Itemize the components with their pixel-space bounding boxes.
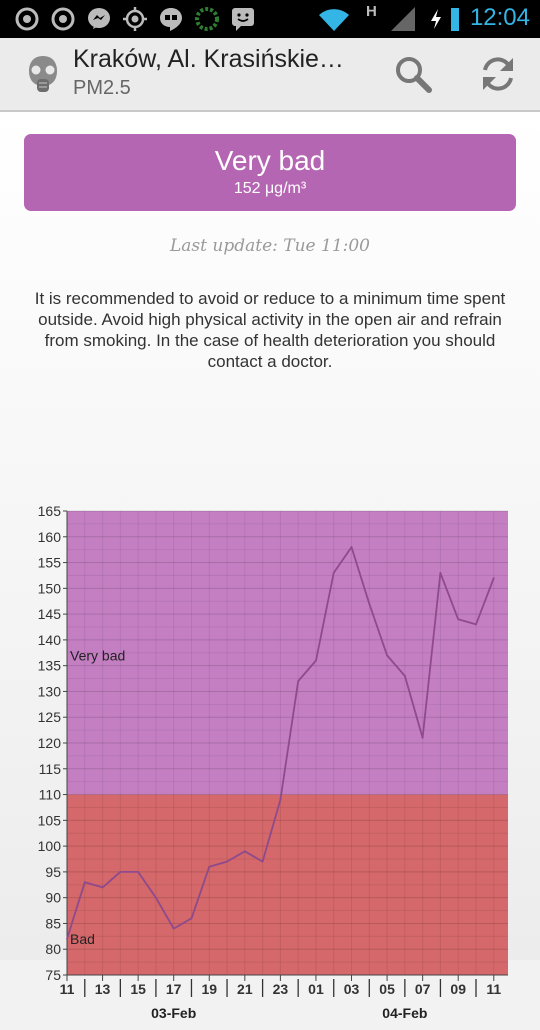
content-area: Very bad 152 μg/m³ Last update: Tue 11:0… <box>0 112 540 1021</box>
data-point <box>66 938 68 940</box>
y-tick-label: 110 <box>39 787 62 803</box>
band-bad <box>67 794 508 975</box>
data-point <box>226 860 228 863</box>
x-tick-label: 21 <box>237 981 253 997</box>
y-tick-label: 120 <box>38 735 62 751</box>
chat-icon <box>232 8 254 31</box>
data-point <box>155 896 157 899</box>
x-tick-label: 15 <box>130 981 146 997</box>
data-point <box>350 546 353 548</box>
y-tick-label: 85 <box>45 915 61 931</box>
data-point <box>439 571 442 574</box>
x-tick-label: 13 <box>95 981 111 997</box>
y-tick-label: 140 <box>38 632 62 648</box>
data-point <box>315 659 317 662</box>
data-point <box>492 577 495 579</box>
x-tick-label: 03 <box>344 981 360 997</box>
data-point <box>475 623 477 626</box>
data-point <box>457 618 460 621</box>
y-tick-label: 100 <box>38 838 62 854</box>
data-point <box>208 865 211 868</box>
x-tick-label: 01 <box>308 981 324 997</box>
x-tick-label: 05 <box>379 981 395 997</box>
location-title[interactable]: Kraków, Al. Krasińskie… <box>73 45 344 73</box>
health-advice: It is recommended to avoid or reduce to … <box>34 289 506 371</box>
data-point <box>368 602 371 605</box>
y-tick-label: 150 <box>38 580 62 596</box>
y-tick-label: 125 <box>38 709 62 725</box>
air-quality-level: Very bad <box>214 145 326 176</box>
data-point <box>403 675 406 677</box>
gps-icon <box>123 7 147 31</box>
signal-icon <box>391 7 415 31</box>
y-tick-label: 155 <box>38 555 62 571</box>
gas-mask-icon[interactable] <box>22 53 64 95</box>
data-point <box>279 798 282 801</box>
y-tick-label: 145 <box>38 606 62 622</box>
x-tick-label: 09 <box>450 981 466 997</box>
spinner-icon <box>15 7 39 31</box>
x-tick-label: 07 <box>415 981 431 997</box>
x-tick-label: 17 <box>166 981 182 997</box>
x-tick-label: 11 <box>60 981 75 997</box>
air-quality-banner: Very bad 152 μg/m³ <box>24 134 516 211</box>
y-tick-label: 80 <box>45 941 61 957</box>
search-icon[interactable] <box>391 52 435 96</box>
data-point <box>297 680 300 683</box>
data-point <box>386 654 388 657</box>
refresh-icon[interactable] <box>476 52 520 96</box>
data-point <box>332 571 335 574</box>
status-time: 12:04 <box>469 4 530 31</box>
data-point <box>137 870 140 873</box>
data-point <box>261 860 264 863</box>
data-point <box>421 736 424 739</box>
y-tick-label: 160 <box>38 529 62 545</box>
charging-icon <box>431 9 441 29</box>
date-label: 04-Feb <box>382 1005 427 1021</box>
data-point <box>83 881 86 884</box>
band-label: Bad <box>70 931 95 947</box>
y-tick-label: 130 <box>38 683 62 699</box>
battery-icon <box>451 8 459 31</box>
network-type: H <box>366 3 377 20</box>
x-tick-label: 23 <box>273 981 289 997</box>
y-tick-label: 135 <box>38 658 62 674</box>
date-label: 03-Feb <box>151 1005 196 1021</box>
hangouts-icon <box>160 8 182 31</box>
band-label: Very bad <box>70 647 125 663</box>
status-bar: H 12:04 <box>0 0 540 38</box>
data-point <box>119 870 122 873</box>
wifi-icon <box>319 9 349 31</box>
data-point <box>190 917 193 920</box>
data-point <box>101 886 104 889</box>
last-update-text: Last update: Tue 11:00 <box>170 236 370 256</box>
pollutant-subtitle: PM2.5 <box>73 77 131 99</box>
concentration-value: 152 μg/m³ <box>233 180 307 197</box>
y-tick-label: 165 <box>38 503 62 519</box>
data-point <box>243 850 246 853</box>
x-tick-label: 11 <box>486 981 501 997</box>
data-point <box>172 927 175 930</box>
action-bar: Kraków, Al. Krasińskie… PM2.5 <box>0 38 540 112</box>
y-tick-label: 90 <box>45 890 61 906</box>
spinner-icon <box>51 7 75 31</box>
y-tick-label: 95 <box>45 864 61 880</box>
ring-icon <box>195 7 219 31</box>
y-tick-label: 105 <box>38 812 62 828</box>
y-tick-label: 115 <box>39 761 62 777</box>
messenger-icon <box>88 8 110 29</box>
x-tick-label: 19 <box>201 981 217 997</box>
